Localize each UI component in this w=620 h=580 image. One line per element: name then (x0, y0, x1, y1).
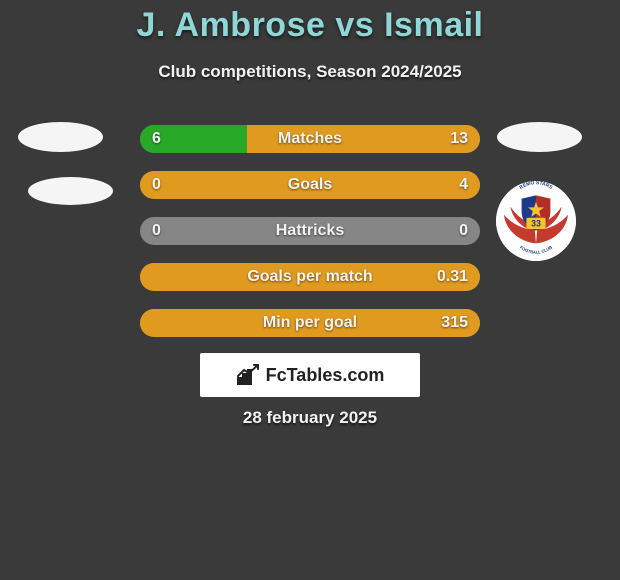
stat-label: Matches (140, 125, 480, 153)
club-crest-svg: 33 REMO STARS FOOTBALL CLUB (496, 181, 576, 261)
stat-value-right: 4 (459, 171, 468, 199)
stat-row: Hattricks0 0 (140, 217, 480, 245)
watermark-icon (236, 364, 262, 386)
stat-value-left: 0 (152, 217, 161, 245)
subtitle: Club competitions, Season 2024/2025 (0, 62, 620, 82)
player-right-photo (497, 122, 582, 152)
stat-label: Goals per match (140, 263, 480, 291)
watermark: FcTables.com (200, 353, 420, 397)
player-left-photo-1 (18, 122, 103, 152)
stat-value-right: 0 (459, 217, 468, 245)
stat-label: Goals (140, 171, 480, 199)
stat-row: Min per goal315 (140, 309, 480, 337)
date-line: 28 february 2025 (0, 408, 620, 428)
stat-value-left: 6 (152, 125, 161, 153)
stat-label: Hattricks (140, 217, 480, 245)
stat-value-right: 0.31 (437, 263, 468, 291)
stat-row: Goals per match0.31 (140, 263, 480, 291)
stat-value-right: 315 (441, 309, 468, 337)
stat-value-right: 13 (450, 125, 468, 153)
svg-text:33: 33 (531, 219, 541, 229)
comparison-canvas: J. Ambrose vs Ismail Club competitions, … (0, 0, 620, 580)
stats-container: Matches613Goals04Hattricks00Goals per ma… (140, 125, 480, 355)
club-crest-right: 33 REMO STARS FOOTBALL CLUB (496, 181, 576, 261)
watermark-text: FcTables.com (266, 365, 385, 386)
stat-row: Matches6 13 (140, 125, 480, 153)
player-left-photo-2 (28, 177, 113, 205)
stat-label: Min per goal (140, 309, 480, 337)
stat-row: Goals0 4 (140, 171, 480, 199)
stat-value-left: 0 (152, 171, 161, 199)
page-title: J. Ambrose vs Ismail (0, 6, 620, 45)
